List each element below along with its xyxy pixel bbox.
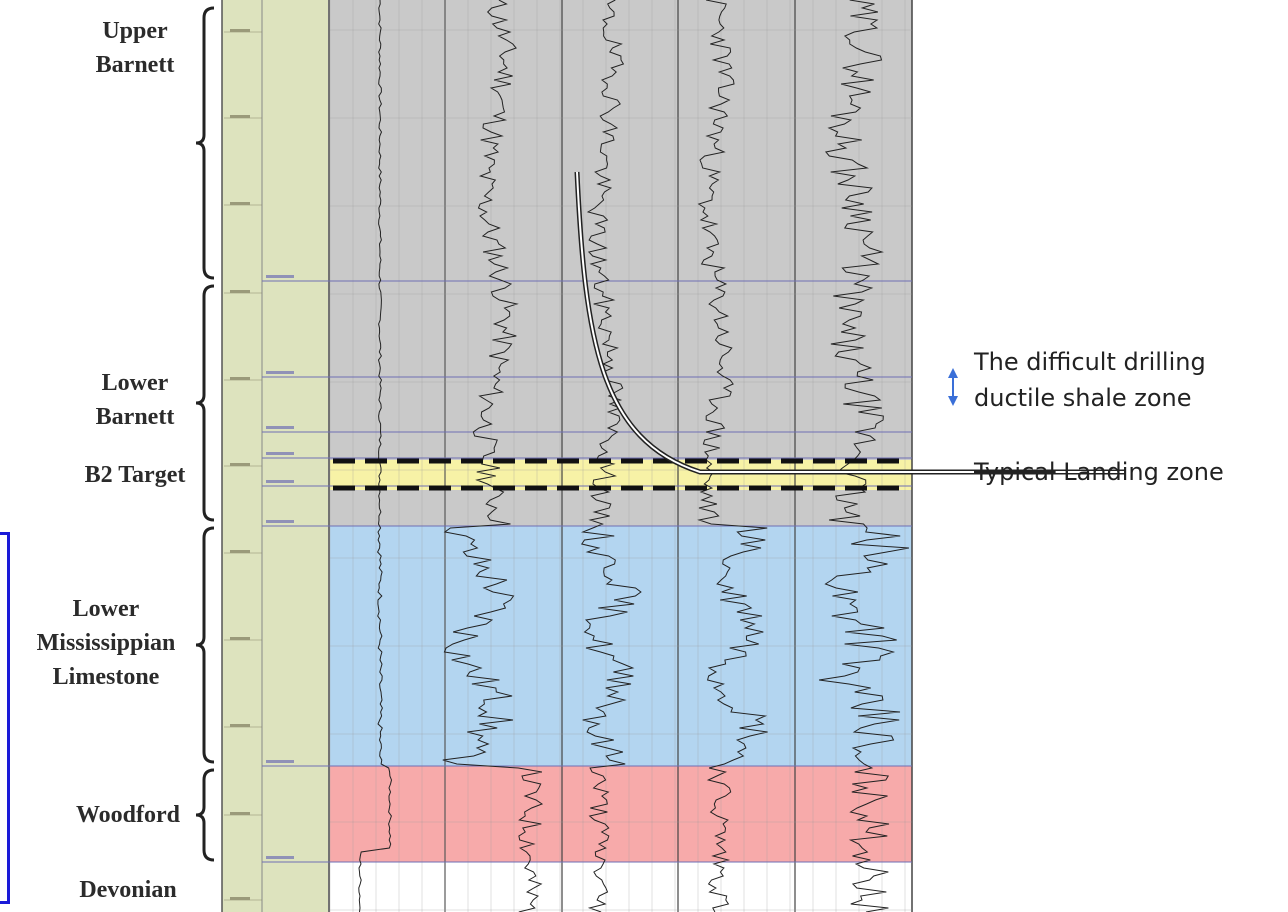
difficult-zone-annotation-line1: The difficult drilling — [974, 348, 1206, 376]
arrow-head-down — [948, 396, 958, 406]
formation-top-label — [266, 480, 294, 483]
brace-lower-barnett — [195, 284, 215, 522]
brace-woodford — [195, 768, 215, 862]
depth-tick-label — [230, 290, 250, 293]
band-devonian — [330, 862, 912, 912]
log-curve-sonic — [819, 0, 909, 912]
blue-frame-marker — [0, 532, 10, 904]
depth-tick-label — [230, 812, 250, 815]
brace-lower-mississippian — [195, 526, 215, 764]
zone-label-devonian: Devonian — [79, 877, 177, 903]
log-curve-density — [580, 0, 642, 912]
formation-top-label — [266, 275, 294, 278]
landing-zone-annotation: Typical Landing zone — [974, 456, 1224, 488]
formation-top-label — [266, 856, 294, 859]
band-barnett — [330, 0, 912, 460]
depth-tick-label — [230, 29, 250, 32]
zone-label-lower-barnett: Lower Barnett — [95, 370, 175, 430]
depth-tick-label — [230, 637, 250, 640]
formation-top-label — [266, 452, 294, 455]
zone-braces — [195, 6, 215, 862]
formation-top-label — [266, 426, 294, 429]
difficult-zone-annotation-line2: ductile shale zone — [974, 384, 1192, 412]
band-lower-barnett-base — [330, 490, 912, 526]
zone-label-upper-barnett: Upper Barnett — [95, 18, 175, 78]
formation-top-label — [266, 760, 294, 763]
log-curves — [358, 0, 909, 912]
well-path-inner — [576, 171, 1125, 473]
landing-zone-text: Landing zone — [1055, 458, 1224, 486]
depth-tick-label — [230, 115, 250, 118]
depth-tick-label — [230, 724, 250, 727]
brace-upper-barnett — [195, 6, 215, 280]
depth-tick-label — [230, 897, 250, 900]
formation-top-label — [266, 371, 294, 374]
depth-tick-label — [230, 377, 250, 380]
log-curve-gamma-ray — [358, 0, 393, 912]
band-b2-target — [330, 460, 912, 490]
depth-tick-label — [230, 463, 250, 466]
log-grid — [221, 0, 913, 912]
log-curve-resistivity — [442, 0, 544, 912]
formation-top-label — [266, 520, 294, 523]
arrow-head-up — [948, 368, 958, 378]
log-track-background — [222, 0, 912, 912]
well-path — [574, 171, 1125, 475]
landing-zone-struck-word: Typical — [974, 458, 1056, 486]
depth-tick-label — [230, 550, 250, 553]
depth-tick-label — [230, 202, 250, 205]
double-arrow-icon — [948, 368, 958, 406]
zone-label-lower-mississippian: Lower Mississippian Limestone — [36, 596, 176, 690]
depth-column — [222, 0, 328, 912]
zone-label-b2-target: B2 Target — [84, 462, 186, 488]
zone-label-woodford: Woodford — [75, 802, 180, 828]
log-curve-neutron — [697, 0, 768, 912]
band-woodford — [330, 766, 912, 862]
